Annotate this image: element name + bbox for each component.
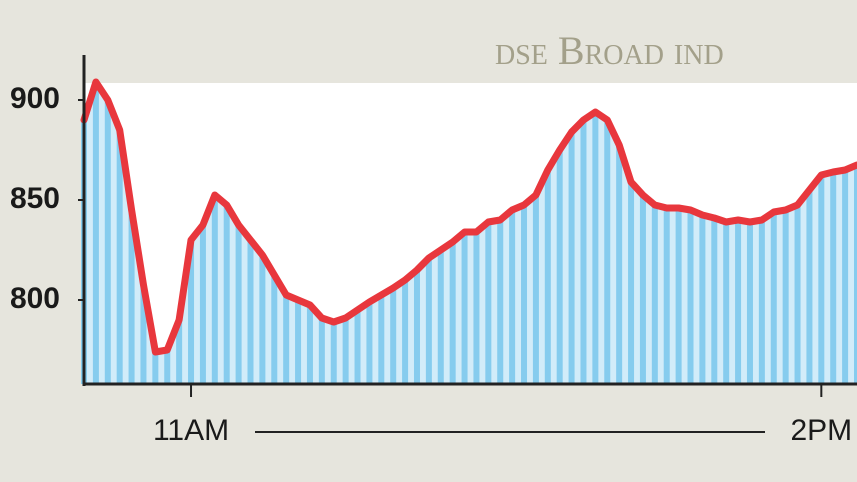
bar [770, 212, 777, 384]
bar [758, 220, 765, 384]
bar [330, 322, 337, 384]
bar [687, 210, 694, 384]
bar [854, 165, 857, 384]
bar [663, 208, 670, 384]
bar [592, 112, 599, 384]
chart-title: dse Broad ind [495, 28, 724, 73]
bar [366, 302, 373, 384]
bar [176, 320, 183, 384]
bar [580, 120, 587, 384]
bar [830, 172, 837, 384]
bar [449, 242, 456, 384]
bar [485, 222, 492, 384]
bar [318, 318, 325, 384]
bar [437, 250, 444, 384]
bar [842, 170, 849, 384]
plot [80, 78, 857, 384]
bar [521, 205, 528, 384]
bar [639, 195, 646, 384]
bar [306, 305, 313, 384]
bar [628, 182, 635, 384]
bar [188, 240, 195, 384]
bar [259, 255, 266, 384]
bar [699, 215, 706, 384]
bar [223, 205, 230, 384]
bar [711, 218, 718, 384]
bar [413, 270, 420, 384]
bar [461, 232, 468, 384]
bar [818, 175, 825, 384]
bar [735, 220, 742, 384]
bar [568, 132, 575, 384]
y-tick-label: 850 [10, 182, 60, 215]
y-tick-label: 900 [10, 82, 60, 115]
bar [794, 205, 801, 384]
bar [402, 280, 409, 384]
bar [116, 130, 123, 384]
bar [235, 225, 242, 384]
line [80, 78, 857, 356]
bar [92, 82, 99, 384]
bar [283, 295, 290, 384]
bar [746, 222, 753, 384]
bar [211, 195, 218, 384]
bar [616, 145, 623, 384]
bar [152, 352, 159, 384]
bar [378, 295, 385, 384]
x-tick-label: 2PM [790, 414, 852, 447]
bar [532, 195, 539, 384]
x-tick-label: 11AM [153, 414, 229, 447]
bar [425, 258, 432, 384]
bar [806, 190, 813, 384]
bar [140, 285, 147, 384]
bar [354, 310, 361, 384]
bar [473, 232, 480, 384]
y-tick-label: 800 [10, 282, 60, 315]
bar [556, 150, 563, 384]
bar [295, 300, 302, 384]
bar [128, 210, 135, 384]
bar [199, 225, 206, 384]
bar [723, 222, 730, 384]
bar [509, 210, 516, 384]
bar [675, 208, 682, 384]
bar [271, 275, 278, 384]
bar [390, 288, 397, 384]
bar [604, 120, 611, 384]
bar [497, 220, 504, 384]
bar [782, 210, 789, 384]
bar [247, 240, 254, 384]
bar [544, 170, 551, 384]
bar [104, 100, 111, 384]
bar [164, 350, 171, 384]
bar [342, 318, 349, 384]
bar [651, 205, 658, 384]
